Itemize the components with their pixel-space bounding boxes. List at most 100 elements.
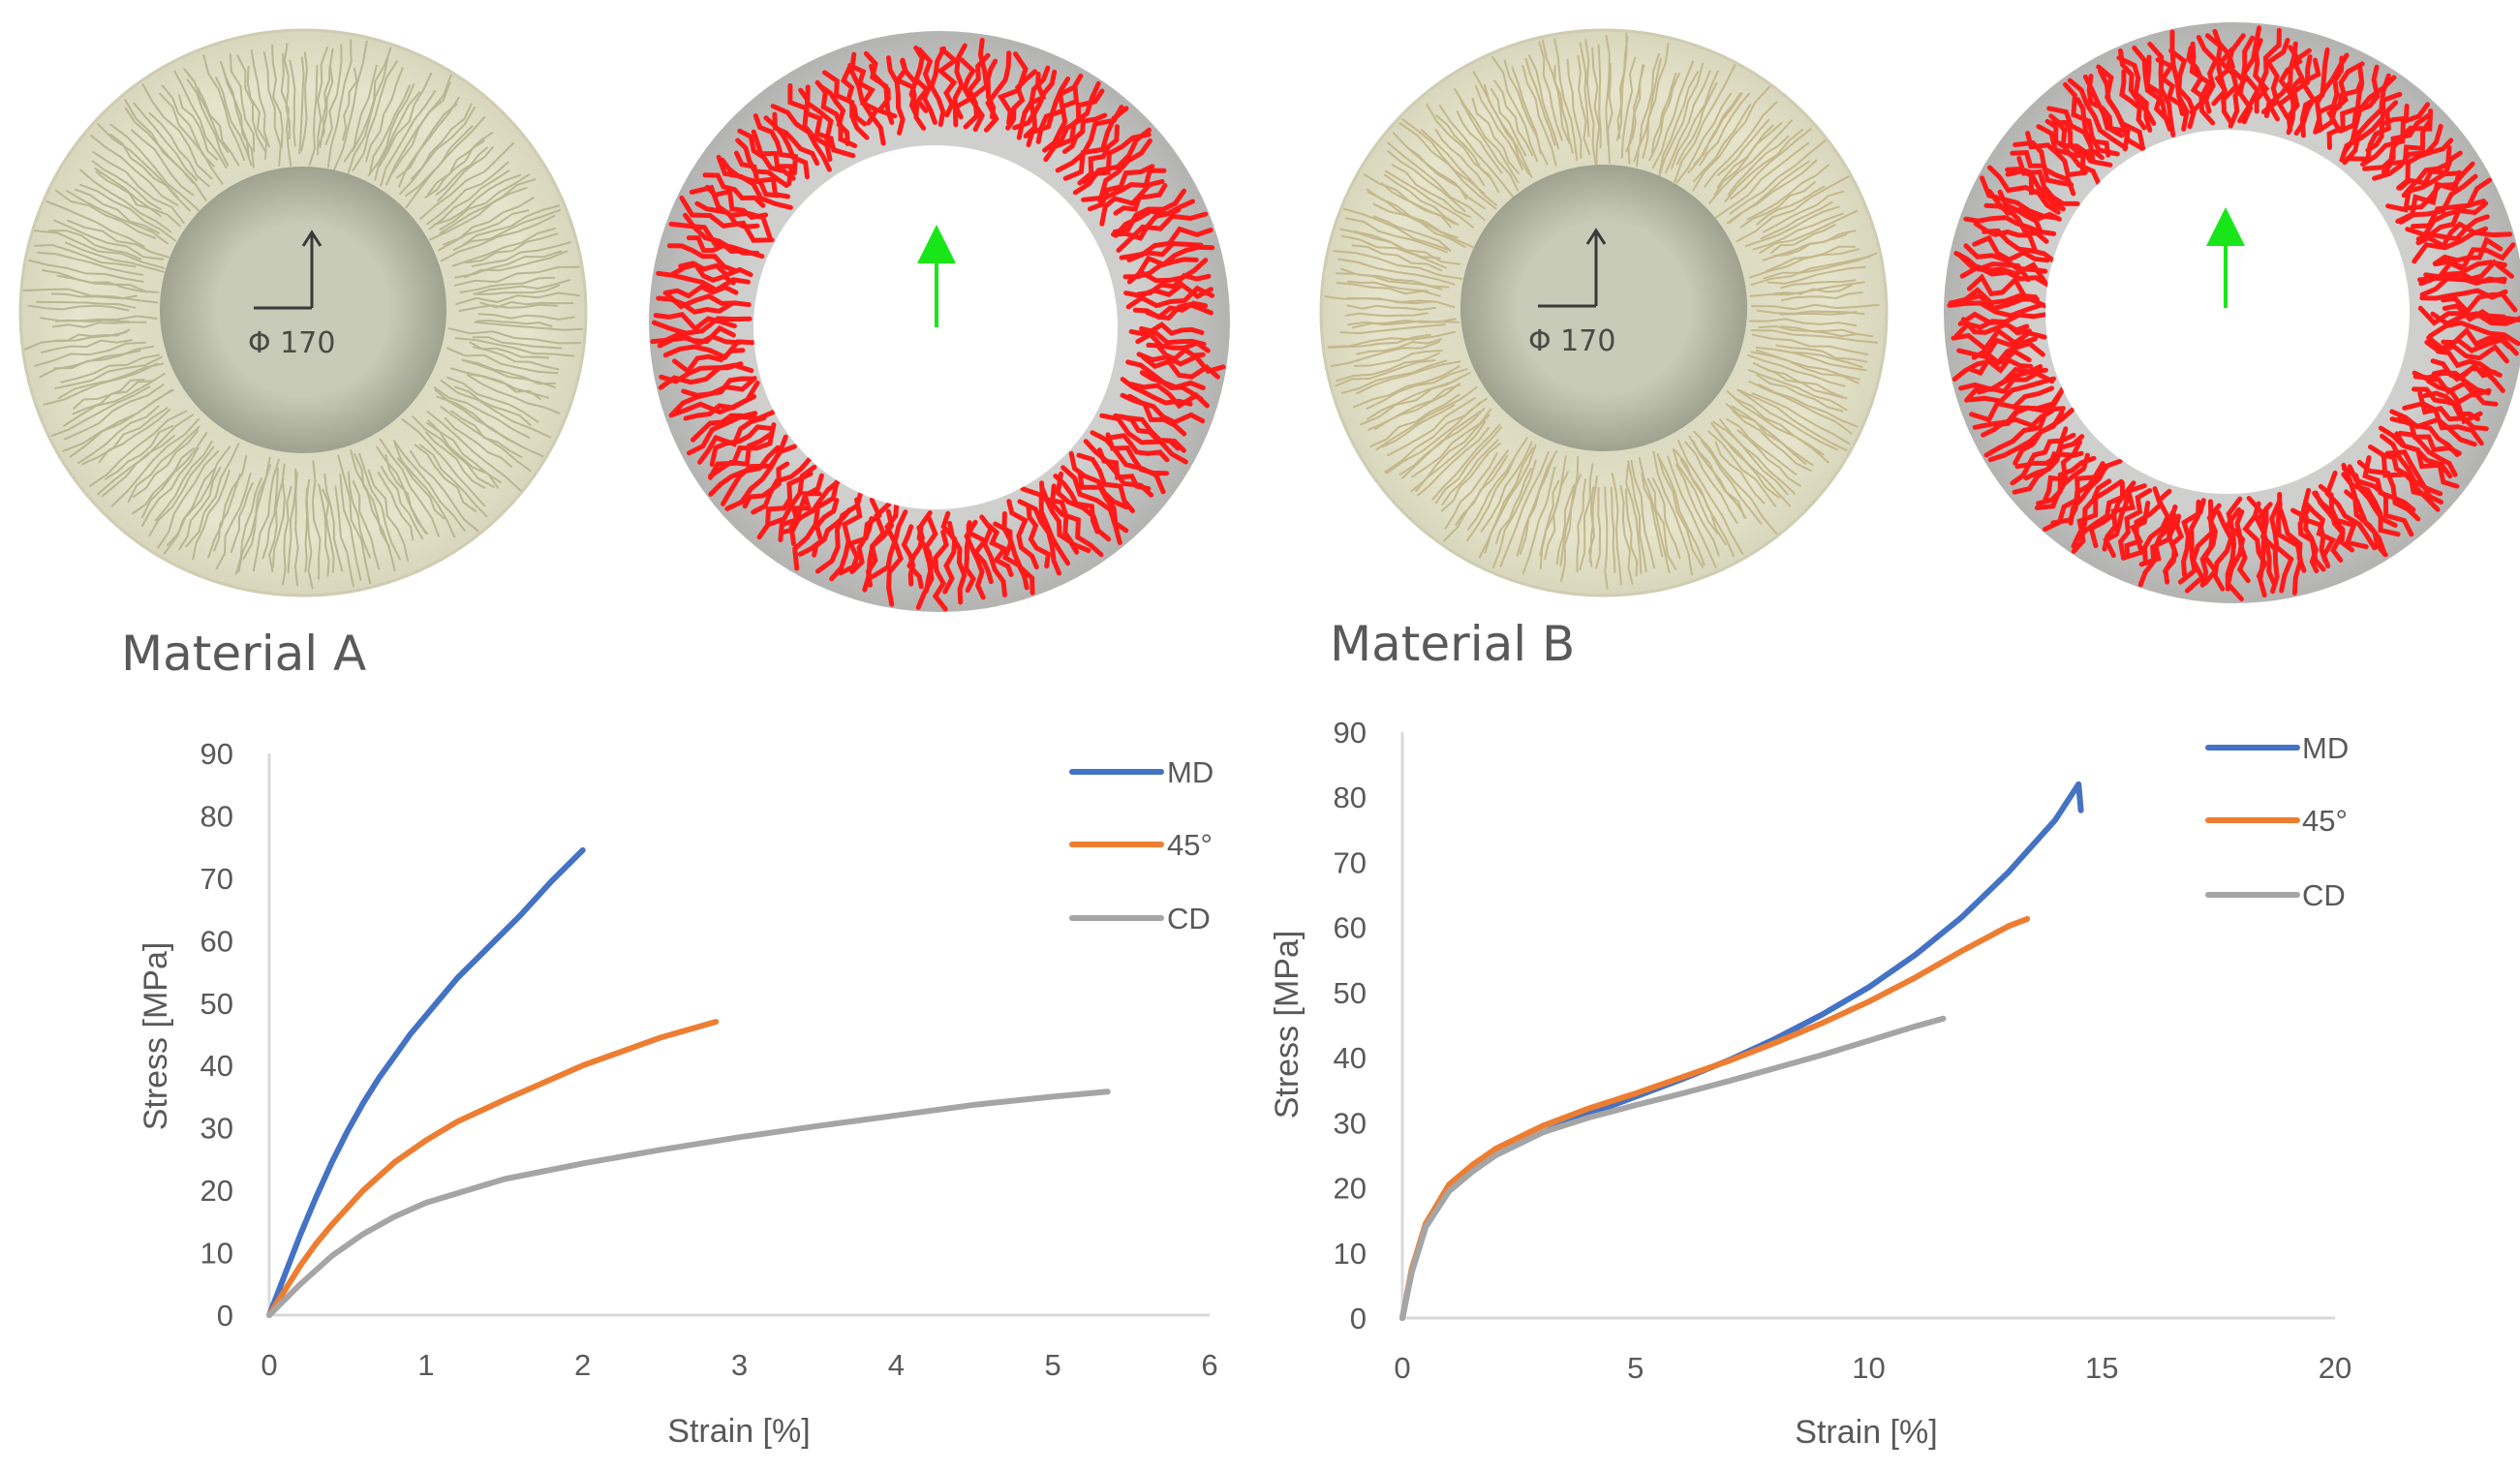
wrinkle-line: [1624, 488, 1639, 577]
wrinkle-line: [1744, 205, 1840, 247]
wrinkle-line: [814, 488, 864, 574]
wrinkle-line: [148, 111, 210, 188]
wrinkle-line: [1969, 385, 2055, 423]
chart-a-y-tick-label: 50: [200, 987, 233, 1021]
wrinkle-line: [173, 70, 228, 169]
wrinkle-line: [681, 376, 757, 398]
wrinkle-line: [399, 107, 476, 196]
wrinkle-line: [650, 324, 736, 345]
wrinkle-line: [2290, 507, 2326, 572]
wrinkle-line: [2036, 455, 2097, 506]
wrinkle-line: [1656, 453, 1705, 568]
wrinkle-line: [1692, 440, 1747, 519]
wrinkle-line: [1651, 60, 1694, 169]
wrinkle-line: [2442, 303, 2520, 323]
wrinkle-line: [48, 230, 142, 261]
wrinkle-line: [1336, 353, 1440, 383]
wrinkle-line: [1524, 57, 1556, 146]
wrinkle-line: [425, 431, 486, 489]
chart-a-y-tick-label: 90: [200, 737, 233, 771]
wrinkle-line: [426, 411, 522, 492]
wrinkle-line: [250, 49, 270, 148]
wrinkle-line: [2384, 449, 2443, 505]
wrinkle-line: [1997, 189, 2062, 224]
wrinkle-line: [1560, 474, 1582, 583]
chart-a-x-tick-label: 0: [261, 1348, 277, 1382]
wrinkle-line: [1566, 58, 1583, 159]
wrinkle-line: [133, 102, 199, 181]
wrinkle-line: [1684, 441, 1738, 525]
wrinkle-line: [2316, 61, 2365, 134]
wrinkle-line: [2012, 439, 2082, 495]
wrinkle-line: [1716, 118, 1770, 176]
wrinkle-line: [447, 327, 582, 345]
chart-a-y-tick-label: 10: [200, 1237, 233, 1271]
wrinkle-line: [323, 473, 344, 572]
wrinkle-line: [446, 347, 559, 375]
wrinkle-line: [282, 485, 292, 586]
wrinkle-line: [367, 469, 410, 562]
wrinkle-line: [1366, 188, 1459, 239]
wrinkle-line: [1538, 41, 1563, 141]
wrinkle-line: [2181, 498, 2206, 577]
wrinkle-line: [63, 383, 165, 441]
wrinkle-line: [461, 358, 557, 385]
wrinkle-line: [1763, 190, 1845, 233]
wrinkle-line: [347, 56, 389, 175]
chart-b-y-ticks: 0 10 20 30 40 50 60 70 80 90: [1334, 716, 1367, 1335]
wrinkle-line: [466, 374, 561, 414]
wrinkle-line: [52, 328, 131, 343]
wrinkle-line: [2225, 496, 2243, 592]
wrinkle-line: [2372, 123, 2443, 181]
wrinkle-line: [230, 481, 254, 554]
chart-b-y-tick-label: 90: [1334, 716, 1367, 750]
wrinkle-line: [1707, 430, 1777, 507]
wrinkle-line: [398, 96, 460, 188]
wrinkle-line: [1672, 447, 1719, 535]
wrinkle-line: [1671, 70, 1719, 169]
wrinkle-line: [1136, 244, 1215, 276]
wrinkle-line: [289, 59, 296, 147]
wrinkle-line: [1714, 141, 1809, 219]
wrinkle-line: [1366, 368, 1468, 410]
wrinkle-line: [1749, 248, 1860, 279]
chart-a-x-ticks: 0 1 2 3 4 5 6: [261, 1348, 1217, 1382]
wrinkle-line: [1625, 464, 1643, 574]
wrinkle-line: [2326, 80, 2365, 150]
wrinkle-line: [1351, 244, 1443, 272]
wrinkle-line: [1620, 56, 1637, 159]
wrinkle-line: [57, 362, 165, 400]
wrinkle-line: [708, 445, 781, 497]
wrinkle-line: [1521, 65, 1557, 167]
material-a-axes-icon: [254, 230, 323, 310]
wrinkle-line: [1956, 252, 2048, 285]
wrinkle-line: [1444, 451, 1498, 530]
wrinkle-line: [1125, 285, 1215, 310]
wrinkle-line: [337, 454, 372, 584]
wrinkle-line: [2217, 46, 2239, 127]
wrinkle-line: [2394, 431, 2460, 489]
material-a-diameter-label: Φ 170: [248, 326, 335, 360]
wrinkle-line: [2212, 509, 2234, 592]
wrinkle-line: [1750, 256, 1871, 287]
wrinkle-line: [1387, 150, 1466, 212]
wrinkle-line: [1739, 181, 1816, 229]
chart-a-x-tick-label: 5: [1045, 1348, 1061, 1382]
wrinkle-line: [1061, 112, 1108, 154]
wrinkle-line: [1751, 333, 1869, 355]
wrinkle-line: [733, 150, 791, 199]
wrinkle-line: [476, 319, 553, 327]
wrinkle-line: [462, 359, 556, 388]
wrinkle-line: [666, 243, 738, 273]
wrinkle-line: [2242, 501, 2268, 579]
wrinkle-line: [1335, 359, 1436, 387]
wrinkle-line: [453, 265, 580, 287]
wrinkle-line: [455, 291, 580, 305]
wrinkle-line: [379, 438, 440, 537]
wrinkle-line: [380, 90, 437, 187]
wrinkle-line: [397, 457, 446, 520]
wrinkle-line: [2071, 478, 2112, 549]
chart-b-series-45deg-line: [1399, 915, 2031, 1321]
wrinkle-line: [1559, 455, 1580, 567]
